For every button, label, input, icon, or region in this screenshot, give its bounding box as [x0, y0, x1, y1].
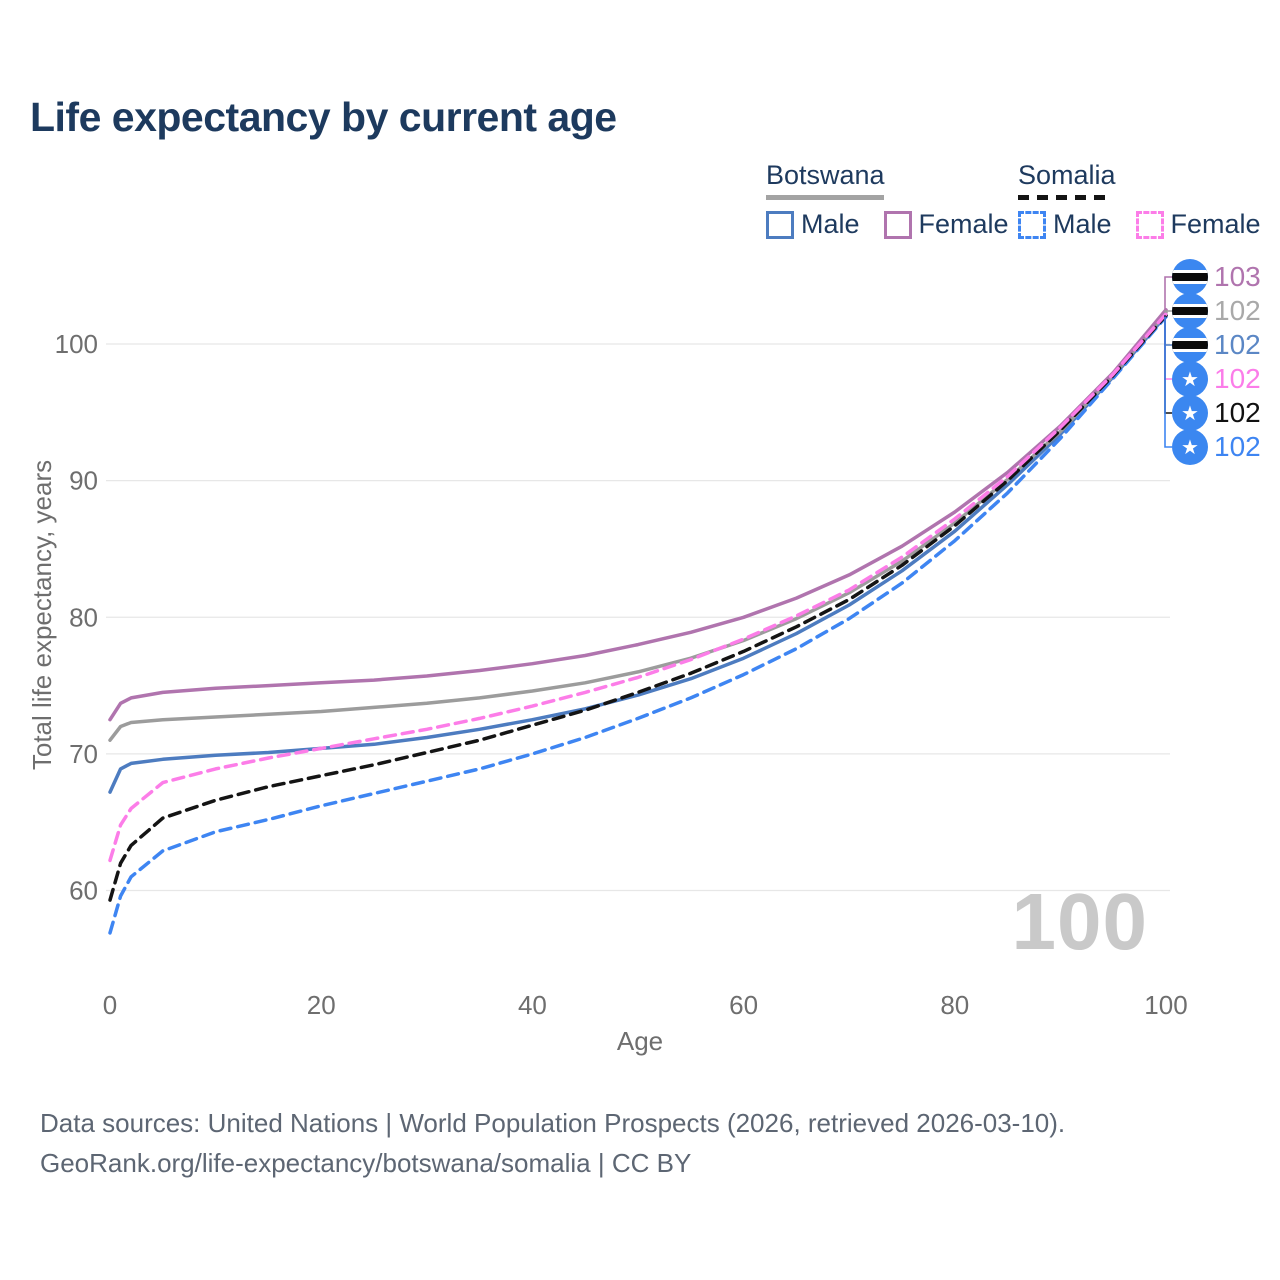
- leader-line-somalia-male: [1164, 316, 1172, 448]
- y-tick-100: 100: [55, 329, 98, 359]
- series-end-value: 102: [1214, 363, 1261, 394]
- somalia-male-swatch-icon: [1018, 210, 1046, 239]
- x-tick-40: 40: [518, 990, 547, 1020]
- series-line-somalia-male[interactable]: [108, 314, 1168, 935]
- legend-item-somalia-male[interactable]: Male: [1018, 209, 1112, 240]
- y-tick-60: 60: [69, 876, 98, 906]
- legend-group-botswana: Botswana Male Female: [766, 160, 1009, 240]
- legend-label: Male: [1053, 209, 1112, 239]
- legend-label: Male: [801, 209, 860, 239]
- x-tick-20: 20: [307, 990, 336, 1020]
- legend-country-botswana: Botswana: [766, 160, 885, 190]
- series-line-somalia-female[interactable]: [108, 312, 1168, 863]
- legend-group-somalia: Somalia Male Female: [1018, 160, 1261, 240]
- hovered-age-watermark: 100: [1011, 877, 1148, 966]
- series-line-somalia-total[interactable]: [108, 313, 1168, 902]
- leader-line-somalia-female: [1164, 313, 1172, 380]
- series-end-value: 103: [1214, 261, 1261, 292]
- x-tick-80: 80: [940, 990, 969, 1020]
- somalia-female-swatch-icon: [1135, 210, 1164, 239]
- somalia-flag-icon: [1172, 429, 1208, 465]
- y-tick-80: 80: [69, 602, 98, 632]
- botswana-female-swatch-icon: [883, 210, 912, 239]
- somalia-line-style-swatch: [1018, 195, 1110, 200]
- legend-country-somalia: Somalia: [1018, 160, 1116, 190]
- series-line-botswana-female[interactable]: [108, 308, 1168, 722]
- page-title: Life expectancy by current age: [30, 94, 617, 140]
- x-tick-0: 0: [103, 990, 117, 1020]
- footer-attribution: GeoRank.org/life-expectancy/botswana/som…: [40, 1148, 692, 1178]
- y-tick-90: 90: [69, 466, 98, 496]
- legend-item-botswana-male[interactable]: Male: [766, 209, 860, 240]
- series-line-botswana-male[interactable]: [108, 313, 1168, 794]
- legend-item-somalia-female[interactable]: Female: [1135, 209, 1261, 240]
- footer-data-sources: Data sources: United Nations | World Pop…: [40, 1108, 1066, 1138]
- y-axis-title: Total life expectancy, years: [27, 459, 57, 771]
- series-end-value: 102: [1214, 295, 1261, 326]
- somalia-flag-icon: [1172, 361, 1208, 397]
- legend-label: Female: [918, 209, 1009, 239]
- leader-line-somalia-total: [1164, 315, 1172, 414]
- leader-line-botswana-total: [1164, 310, 1172, 313]
- x-tick-60: 60: [729, 990, 758, 1020]
- botswana-male-swatch-icon: [766, 210, 794, 239]
- legend-item-botswana-female[interactable]: Female: [883, 209, 1009, 240]
- series-end-value: 102: [1214, 329, 1261, 360]
- botswana-flag-icon: [1172, 259, 1208, 295]
- leader-line-botswana-male: [1164, 315, 1172, 346]
- x-axis-title: Age: [616, 1026, 664, 1056]
- leader-line-botswana-female: [1164, 276, 1172, 310]
- y-tick-70: 70: [69, 739, 98, 769]
- legend-label: Female: [1170, 209, 1261, 239]
- somalia-flag-icon: [1172, 395, 1208, 431]
- x-tick-100: 100: [1144, 990, 1187, 1020]
- botswana-flag-icon: [1172, 327, 1208, 363]
- series-end-value: 102: [1214, 431, 1261, 462]
- botswana-line-style-swatch: [766, 195, 884, 200]
- series-end-value: 102: [1214, 397, 1261, 428]
- botswana-flag-icon: [1172, 293, 1208, 329]
